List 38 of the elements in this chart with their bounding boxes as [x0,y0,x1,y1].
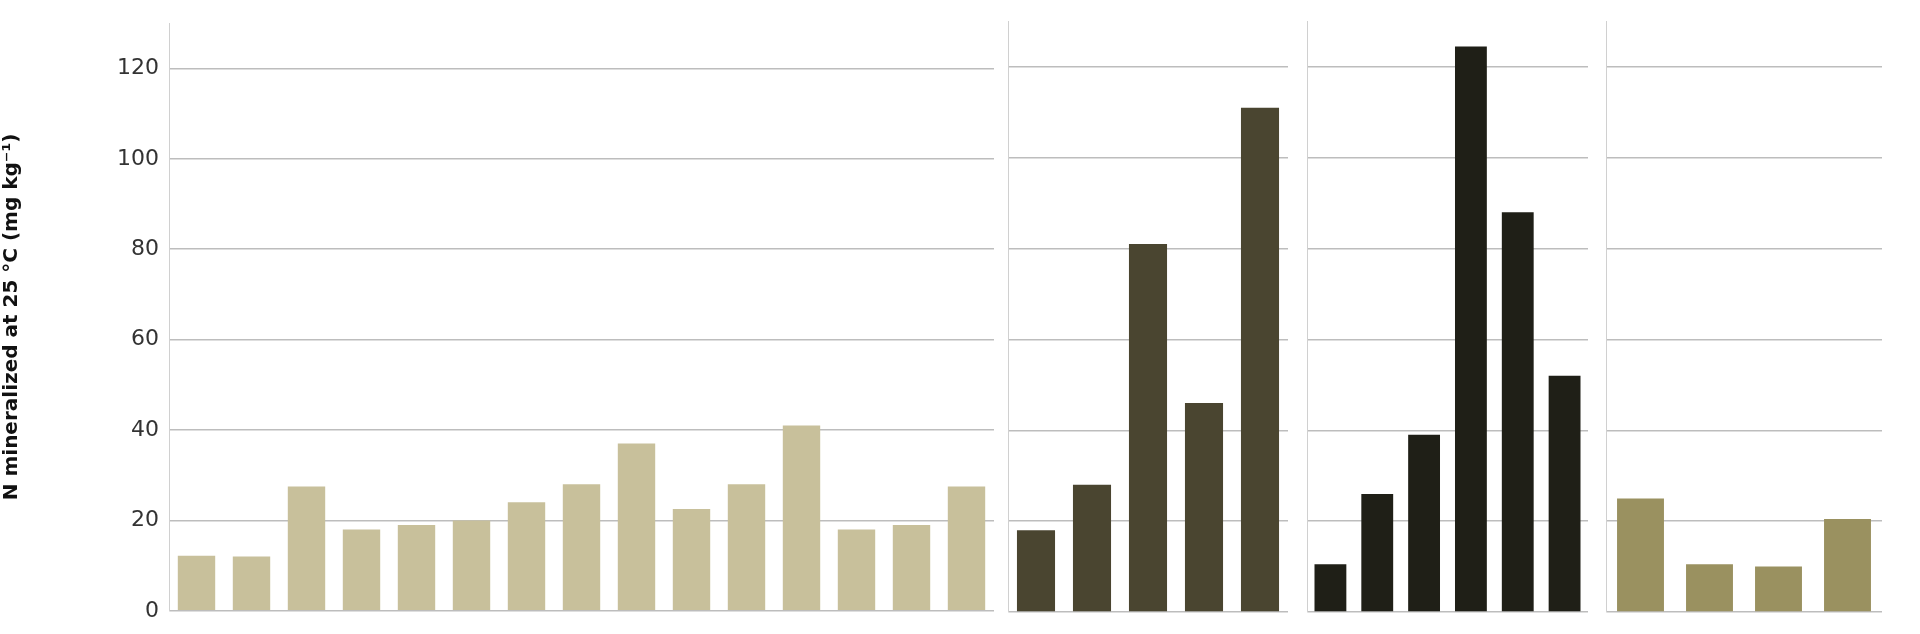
y-tick-label: 60 [131,325,159,351]
bar [1617,498,1664,612]
y-tick-label: 120 [117,54,159,80]
bar [947,486,986,611]
bar [1408,434,1441,612]
bar [1686,564,1733,612]
bar [452,520,491,611]
y-tick-label: 40 [131,415,159,441]
bar [507,502,546,611]
bar [837,529,876,611]
bar [727,484,766,611]
bar [1454,46,1487,612]
bar [562,484,601,611]
bar [287,486,326,611]
bar [1361,493,1394,612]
bar [232,556,271,611]
bar [1072,484,1112,612]
bar [1240,107,1280,612]
bar [1128,244,1168,612]
bar [1824,518,1871,612]
bar [397,524,436,611]
bar [892,524,931,611]
bar [1184,403,1224,612]
bar [1548,375,1581,612]
y-axis-title: N mineralized at 25 °C (mg kg⁻¹) [0,133,23,501]
bar [1016,530,1056,612]
bar [782,425,821,611]
bar [1314,564,1347,612]
bar [1501,212,1534,612]
y-tick-label: 0 [145,596,159,622]
y-tick-label: 100 [117,144,159,170]
bar [342,529,381,611]
y-tick-label: 20 [131,506,159,532]
bar [1755,566,1802,612]
bar [177,555,216,611]
bar [617,443,656,611]
bar [672,509,711,611]
y-tick-label: 80 [131,234,159,260]
